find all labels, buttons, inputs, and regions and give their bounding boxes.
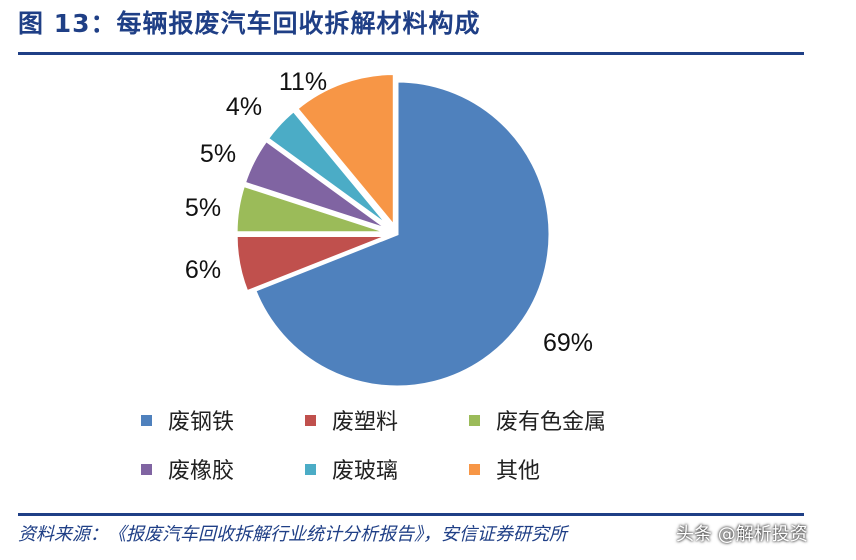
legend-swatch bbox=[305, 463, 316, 475]
slice-label-6: 11% bbox=[279, 68, 327, 96]
slice-label-1: 69% bbox=[543, 329, 593, 357]
pie-labels: 69% 6% 5% 5% 4% 11% bbox=[185, 68, 593, 357]
pie-slice-1 bbox=[252, 79, 552, 389]
slice-label-5: 4% bbox=[226, 93, 262, 121]
legend-item-6: 其他 bbox=[469, 453, 540, 485]
pie-slice-5 bbox=[265, 108, 393, 230]
legend-label: 废橡胶 bbox=[168, 459, 235, 484]
legend-label: 废有色金属 bbox=[496, 410, 607, 435]
slice-label-4: 5% bbox=[200, 140, 236, 168]
legend-item-2: 废塑料 bbox=[305, 404, 398, 436]
legend-swatch bbox=[469, 414, 480, 426]
legend-item-1: 废钢铁 bbox=[141, 404, 234, 436]
legend-label: 其他 bbox=[496, 459, 541, 484]
legend-swatch bbox=[141, 414, 152, 426]
pie-slice-2 bbox=[234, 233, 390, 294]
legend-item-5: 废玻璃 bbox=[305, 453, 398, 485]
slice-label-3: 5% bbox=[185, 194, 221, 222]
pie-slice-6 bbox=[294, 71, 396, 231]
legend-label: 废玻璃 bbox=[332, 459, 399, 484]
pie-slices bbox=[234, 71, 552, 389]
legend-label: 废塑料 bbox=[332, 410, 399, 435]
legend-label: 废钢铁 bbox=[168, 410, 235, 435]
source-note: 资料来源：《报废汽车回收拆解行业统计分析报告》，安信证券研究所 bbox=[18, 524, 567, 545]
pie-slice-4 bbox=[242, 138, 391, 232]
legend-swatch bbox=[469, 463, 480, 475]
legend-item-3: 废有色金属 bbox=[469, 404, 606, 436]
legend-swatch bbox=[141, 463, 152, 475]
legend-swatch bbox=[305, 414, 316, 426]
watermark: 头条 @解析投资 bbox=[676, 524, 808, 545]
legend-item-4: 废橡胶 bbox=[141, 453, 234, 485]
slice-label-2: 6% bbox=[185, 256, 221, 284]
pie-slice-3 bbox=[234, 183, 390, 235]
chart-title: 图 13：每辆报废汽车回收拆解材料构成 bbox=[18, 9, 481, 38]
footer-divider bbox=[18, 513, 804, 516]
title-divider bbox=[18, 52, 804, 55]
